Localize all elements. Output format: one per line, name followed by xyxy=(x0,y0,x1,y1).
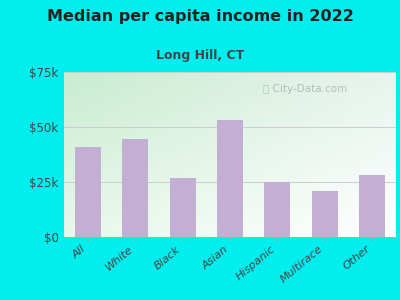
Bar xyxy=(359,176,385,237)
Bar xyxy=(312,191,338,237)
Text: Median per capita income in 2022: Median per capita income in 2022 xyxy=(46,9,354,24)
Text: ⓘ City-Data.com: ⓘ City-Data.com xyxy=(263,83,348,94)
Bar xyxy=(217,120,243,237)
Bar xyxy=(264,182,290,237)
Bar xyxy=(122,139,148,237)
Text: Long Hill, CT: Long Hill, CT xyxy=(156,50,244,62)
Bar xyxy=(170,178,196,237)
Bar xyxy=(75,147,101,237)
